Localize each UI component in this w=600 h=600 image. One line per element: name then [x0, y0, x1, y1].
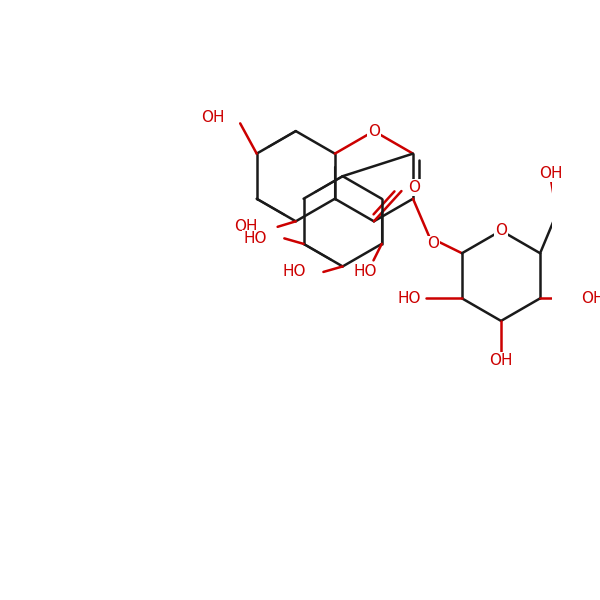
Text: HO: HO [282, 265, 306, 280]
Text: HO: HO [353, 264, 377, 279]
Text: O: O [368, 124, 380, 139]
Text: O: O [495, 223, 507, 238]
Text: HO: HO [397, 291, 421, 306]
Text: OH: OH [539, 166, 563, 181]
Text: OH: OH [489, 353, 513, 368]
Text: OH: OH [581, 291, 600, 306]
Text: OH: OH [234, 220, 257, 235]
Text: OH: OH [201, 110, 225, 125]
Text: O: O [408, 180, 420, 195]
Text: O: O [427, 236, 439, 251]
Text: HO: HO [243, 231, 267, 246]
